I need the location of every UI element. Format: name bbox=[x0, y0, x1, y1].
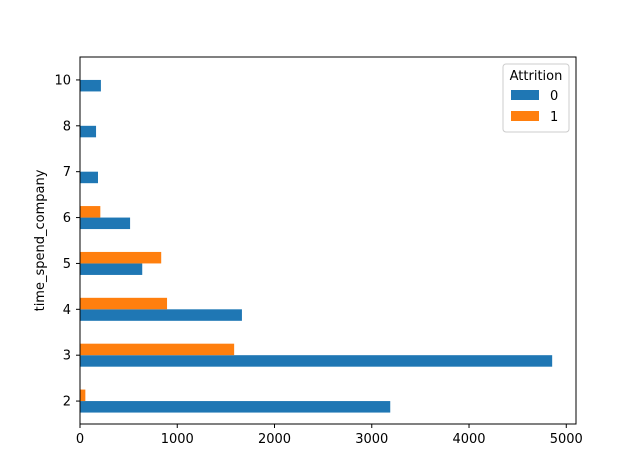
y-tick-label: 8 bbox=[63, 119, 71, 134]
y-tick-label: 7 bbox=[63, 165, 71, 180]
legend-label-1: 1 bbox=[550, 110, 558, 125]
legend-label-0: 0 bbox=[550, 89, 558, 104]
x-tick-label: 2000 bbox=[258, 432, 291, 447]
legend-title: Attrition bbox=[510, 69, 563, 84]
legend-entries: 01 bbox=[511, 89, 558, 125]
bar-4-series-1 bbox=[80, 297, 168, 310]
x-tick-label: 0 bbox=[76, 432, 84, 447]
bar-6-series-0 bbox=[80, 217, 131, 230]
bar-3-series-0 bbox=[80, 355, 553, 367]
bar-8-series-0 bbox=[80, 125, 97, 138]
bar-3-series-1 bbox=[80, 343, 235, 356]
bar-2-series-1 bbox=[80, 389, 86, 402]
y-axis: 2 3 4 5 6 7 8 10 bbox=[54, 73, 80, 410]
bar-5-series-0 bbox=[80, 263, 143, 275]
y-tick-label: 3 bbox=[63, 349, 71, 364]
bar-7-series-0 bbox=[80, 171, 98, 184]
y-tick-label: 10 bbox=[54, 73, 71, 88]
bar-2-series-0 bbox=[80, 401, 391, 413]
bar-10-series-0 bbox=[80, 79, 101, 92]
x-tick-label: 5000 bbox=[550, 432, 583, 447]
x-tick-label: 4000 bbox=[452, 432, 485, 447]
y-tick-label: 4 bbox=[63, 303, 71, 318]
y-tick-label: 2 bbox=[63, 395, 71, 410]
y-axis-label: time_spend_company bbox=[33, 169, 48, 311]
bar-6-series-1 bbox=[80, 206, 101, 218]
plot-frame bbox=[79, 56, 577, 425]
x-tick-label: 1000 bbox=[161, 432, 194, 447]
bar-5-series-1 bbox=[80, 251, 162, 264]
legend-swatch-1 bbox=[511, 111, 539, 121]
y-tick-label: 6 bbox=[63, 211, 71, 226]
legend-swatch-0 bbox=[511, 90, 539, 100]
legend: Attrition 01 bbox=[502, 63, 570, 133]
y-tick-label: 5 bbox=[63, 257, 71, 272]
x-tick-label: 3000 bbox=[355, 432, 388, 447]
bars-group bbox=[80, 79, 553, 413]
bar-4-series-0 bbox=[80, 309, 242, 321]
x-axis: 0 1000 2000 3000 4000 5000 bbox=[76, 424, 583, 447]
